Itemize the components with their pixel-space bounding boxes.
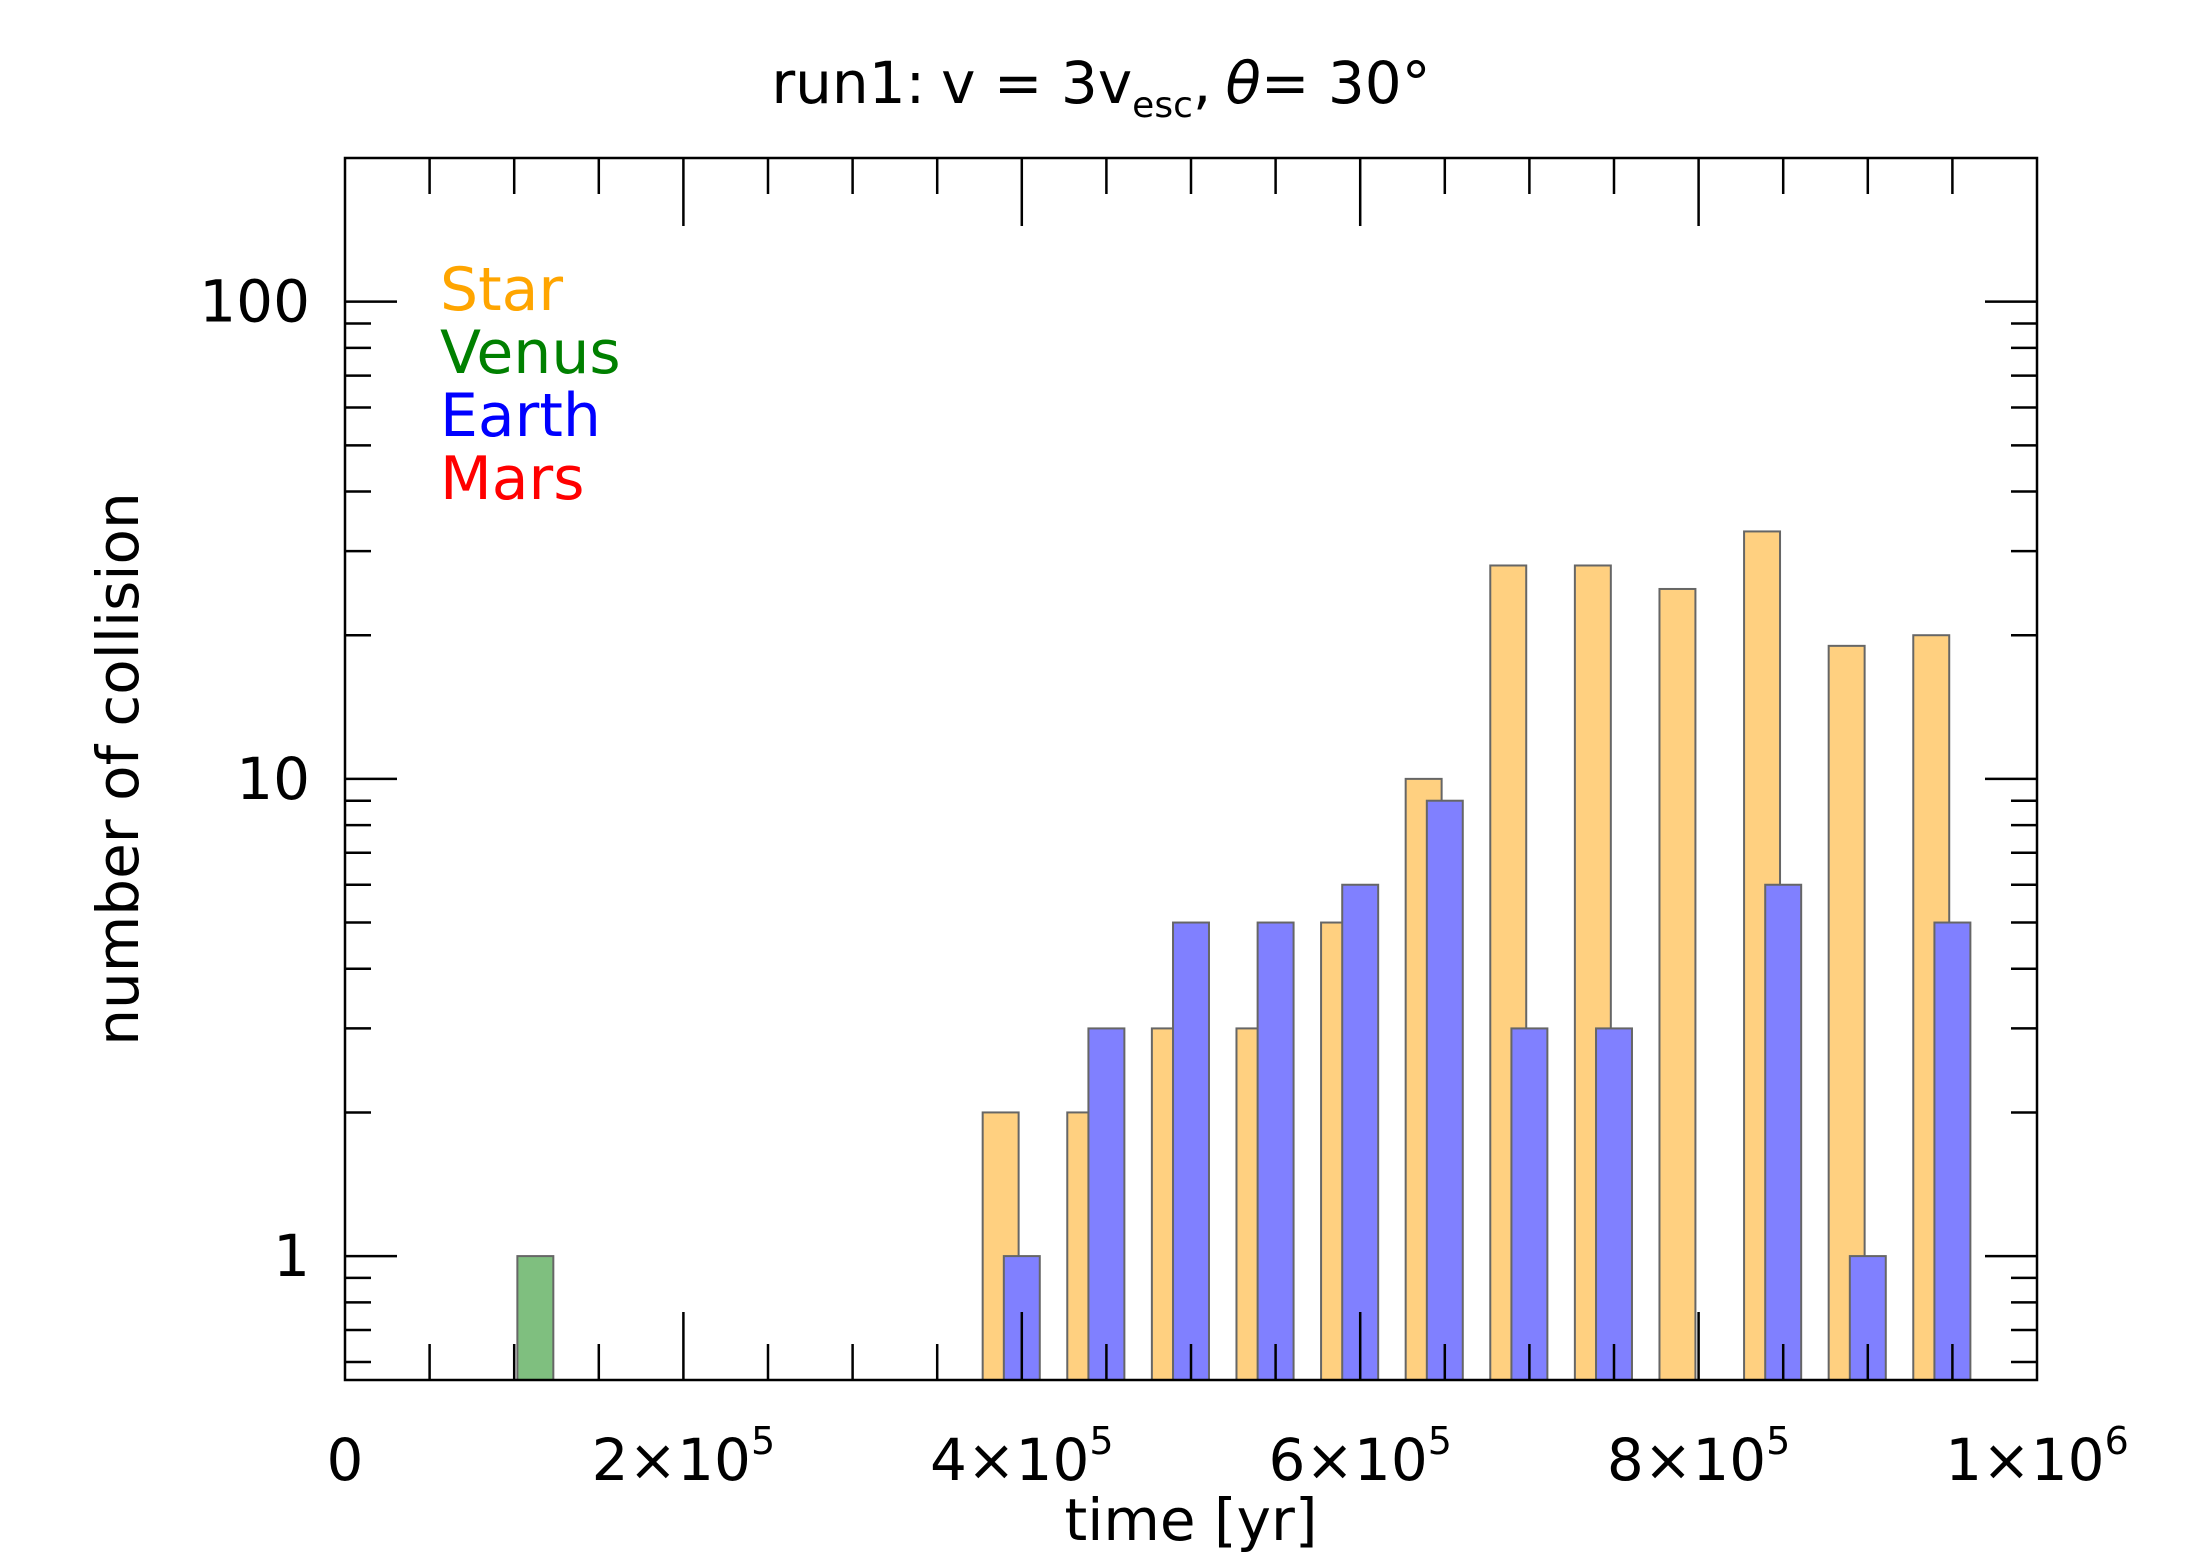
bar-earth xyxy=(1341,883,1380,1381)
x-tick-label-mantissa: 8×10 xyxy=(1607,1426,1766,1494)
bar-earth xyxy=(1425,799,1464,1381)
x-tick-label-mantissa: 0 xyxy=(327,1426,364,1494)
bar-star xyxy=(981,1111,1020,1381)
x-tick-label-exponent: 5 xyxy=(1428,1419,1452,1463)
x-tick-label-mantissa: 6×10 xyxy=(1268,1426,1427,1494)
x-axis-label: time [yr] xyxy=(1065,1486,1318,1554)
x-tick-label: 2×105 xyxy=(592,1419,776,1494)
bar-earth xyxy=(1256,921,1295,1382)
bar-earth xyxy=(1933,921,1972,1382)
x-tick-label: 1×106 xyxy=(1945,1419,2129,1494)
legend-item-earth: Earth xyxy=(440,381,601,451)
legend-item-mars: Mars xyxy=(440,444,584,514)
x-tick-label: 8×105 xyxy=(1607,1419,1791,1494)
chart-title-comma: , xyxy=(1193,49,1211,117)
x-tick-label-mantissa: 1×10 xyxy=(1945,1426,2104,1494)
x-tick-label: 4×105 xyxy=(930,1419,1114,1494)
legend-item-venus: Venus xyxy=(440,318,621,388)
x-tick-label-mantissa: 4×10 xyxy=(930,1426,1089,1494)
chart-title-theta: θ xyxy=(1225,49,1261,117)
bar-star xyxy=(1658,587,1697,1381)
y-tick-label: 100 xyxy=(199,268,310,336)
chart-title: run1: v = 3vesc, θ= 30° xyxy=(771,49,1430,126)
bar-earth xyxy=(1510,1027,1549,1381)
x-tick-label-exponent: 5 xyxy=(1089,1419,1113,1463)
chart-title-velocity-subscript: esc xyxy=(1132,85,1193,126)
chart-title-velocity: v = 3v xyxy=(941,49,1132,117)
chart-title-angle: = 30° xyxy=(1261,49,1431,117)
x-tick-label-exponent: 5 xyxy=(751,1419,775,1463)
x-tick-label: 0 xyxy=(327,1426,364,1494)
chart-title-run: run1: xyxy=(771,49,925,117)
legend-item-star: Star xyxy=(440,255,563,325)
bar-earth xyxy=(1595,1027,1633,1381)
bar-earth xyxy=(1172,921,1210,1382)
x-tick-label-exponent: 6 xyxy=(2105,1419,2129,1463)
plot-frame xyxy=(343,156,2039,1382)
y-tick-label: 1 xyxy=(273,1222,310,1290)
bar-earth xyxy=(1764,883,1803,1381)
bar-earth xyxy=(1087,1027,1126,1381)
x-tick-label-exponent: 5 xyxy=(1766,1419,1790,1463)
y-tick-label: 10 xyxy=(236,745,310,813)
bar-venus xyxy=(516,1255,555,1382)
x-tick-label: 6×105 xyxy=(1268,1419,1452,1494)
y-axis-label: number of collision xyxy=(84,492,152,1045)
x-tick-label-mantissa: 2×10 xyxy=(592,1426,751,1494)
bars-layer xyxy=(516,530,1972,1382)
